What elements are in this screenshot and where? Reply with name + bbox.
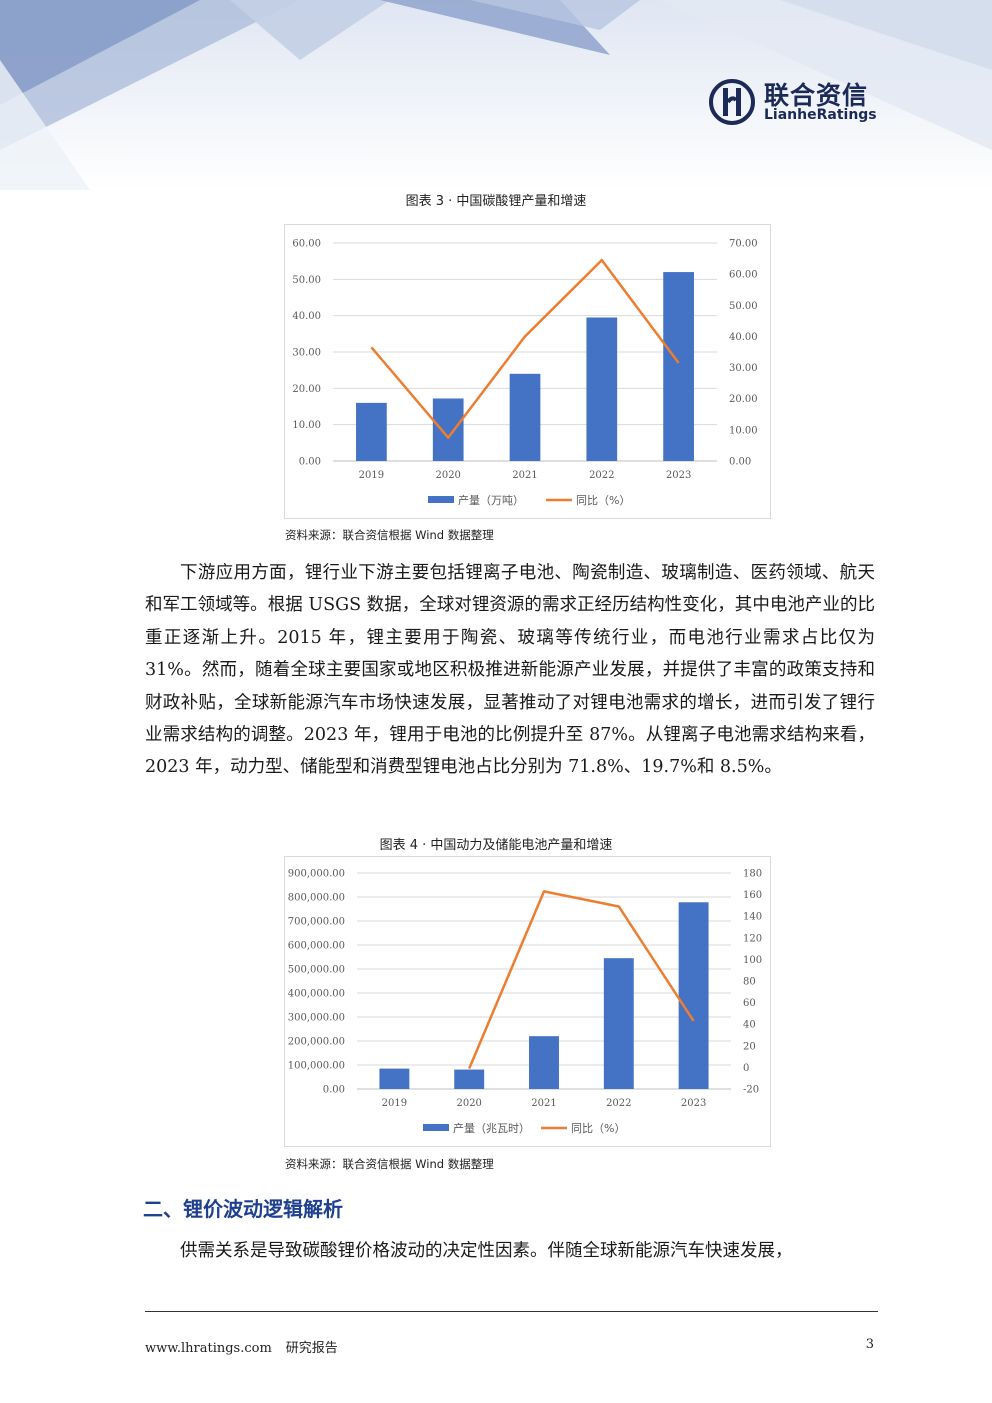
figure3-source: 资料来源：联合资信根据 Wind 数据整理 — [285, 528, 494, 542]
y-right-tick-label: 20.00 — [729, 394, 758, 405]
y-left-tick-label: 0.00 — [323, 1085, 345, 1096]
bar-2019 — [356, 402, 387, 461]
x-tick-label: 2022 — [606, 1098, 631, 1109]
bar-2021 — [509, 373, 541, 461]
bar-2023 — [663, 272, 694, 461]
legend-line-label: 同比（%） — [571, 1122, 625, 1135]
footer-left: www.lhratings.com 研究报告 — [145, 1337, 338, 1356]
y-right-tick-label: 40.00 — [729, 332, 758, 343]
figure3-title: 图表 3 · 中国碳酸锂产量和增速 — [405, 194, 587, 209]
y-right-tick-label: 60.00 — [729, 270, 758, 281]
bar-2020 — [432, 398, 464, 461]
legend-bar-swatch — [423, 1124, 449, 1131]
y-left-tick-label: 700,000.00 — [288, 917, 345, 928]
y-left-tick-label: 20.00 — [292, 384, 321, 395]
figure4-chart: 0.00 100,000.00 200,000.00 300,000.00 400,00… — [284, 856, 771, 1147]
x-tick-label: 2019 — [382, 1098, 407, 1109]
y-left-tick-label: 800,000.00 — [288, 893, 345, 904]
y-left-tick-label: 300,000.00 — [288, 1013, 345, 1024]
y-left-tick-label: 60.00 — [292, 239, 321, 250]
x-tick-label: 2022 — [589, 470, 614, 481]
y-right-tick-label: 140 — [743, 912, 762, 923]
footer-report-type: 研究报告 — [285, 1341, 338, 1356]
logo-english-name: LianheRatings — [764, 107, 877, 123]
figure3-chart-svg: 0.00 10.00 20.00 30.00 40.00 50.00 60.00 0.00 10… — [292, 239, 758, 508]
y-right-tick-label: 180 — [743, 869, 762, 880]
legend-bar-swatch — [428, 496, 454, 503]
y-left-tick-label: 40.00 — [292, 311, 321, 322]
legend-bar-label: 产量（万吨） — [458, 493, 524, 507]
y-right-tick-label: 70.00 — [729, 239, 758, 250]
y-right-tick-label: 100 — [743, 955, 762, 966]
bar-2022 — [603, 958, 634, 1089]
body-paragraph-downstream: 下游应用方面，锂行业下游主要包括锂离子电池、陶瓷制造、玻璃制造、医药领域、航天和… — [145, 563, 875, 778]
body-paragraph-supply-demand: 供需关系是导致碳酸锂价格波动的决定性因素。伴随全球新能源汽车快速发展， — [180, 1241, 793, 1261]
bar-2023 — [678, 902, 709, 1089]
y-right-tick-label: 120 — [743, 933, 762, 944]
figure4-chart-svg: 0.00 100,000.00 200,000.00 300,000.00 400,00… — [288, 869, 762, 1136]
y-left-tick-label: 900,000.00 — [288, 869, 345, 880]
legend-line-label: 同比（%） — [576, 494, 630, 507]
footer-divider — [145, 1311, 878, 1312]
figure3-chart: 0.00 10.00 20.00 30.00 40.00 50.00 60.00 0.00 10… — [284, 224, 771, 519]
bar-2019 — [379, 1068, 410, 1089]
figure4-source: 资料来源：联合资信根据 Wind 数据整理 — [285, 1157, 494, 1171]
y-right-tick-label: 20 — [743, 1041, 756, 1052]
y-right-tick-label: 30.00 — [729, 363, 758, 374]
y-right-tick-label: 160 — [743, 890, 762, 901]
figure4-title: 图表 4 · 中国动力及储能电池产量和增速 — [379, 838, 613, 853]
y-right-tick-label: 50.00 — [729, 301, 758, 312]
x-tick-label: 2023 — [666, 470, 691, 481]
y-left-tick-label: 0.00 — [299, 457, 321, 468]
y-left-tick-label: 100,000.00 — [288, 1061, 345, 1072]
page-number: 3 — [865, 1337, 874, 1352]
y-left-tick-label: 50.00 — [292, 275, 321, 286]
y-right-tick-label: 10.00 — [729, 425, 758, 436]
y-left-tick-label: 200,000.00 — [288, 1037, 345, 1048]
x-tick-label: 2020 — [456, 1098, 481, 1109]
growth-rate-line — [468, 890, 695, 1069]
logo-chinese-name: 联合资信 — [764, 81, 869, 110]
y-left-tick-label: 30.00 — [292, 348, 321, 359]
x-tick-label: 2020 — [435, 470, 460, 481]
y-right-tick-label: 0 — [743, 1063, 749, 1074]
y-right-tick-label: -20 — [743, 1085, 759, 1096]
y-left-tick-label: 10.00 — [292, 420, 321, 431]
x-tick-label: 2021 — [512, 470, 537, 481]
section-heading: 二、锂价波动逻辑解析 — [143, 1197, 343, 1221]
y-right-tick-label: 40 — [743, 1020, 756, 1031]
y-left-tick-label: 400,000.00 — [288, 989, 345, 1000]
y-left-tick-label: 500,000.00 — [288, 965, 345, 976]
bar-2020 — [454, 1069, 485, 1089]
lianhe-logo-icon — [709, 79, 755, 125]
y-right-tick-label: 80 — [743, 977, 756, 988]
x-tick-label: 2023 — [681, 1098, 706, 1109]
y-left-tick-label: 600,000.00 — [288, 941, 345, 952]
footer-website-link[interactable]: www.lhratings.com — [145, 1341, 272, 1356]
x-tick-label: 2021 — [531, 1098, 556, 1109]
company-logo: 联合资信 LianheRatings — [708, 76, 888, 128]
y-right-tick-label: 60 — [743, 998, 756, 1009]
x-tick-label: 2019 — [359, 470, 384, 481]
bar-2022 — [586, 317, 618, 461]
y-right-tick-label: 0.00 — [729, 457, 751, 468]
bar-2021 — [529, 1036, 559, 1089]
legend-bar-label: 产量（兆瓦时） — [453, 1121, 530, 1135]
